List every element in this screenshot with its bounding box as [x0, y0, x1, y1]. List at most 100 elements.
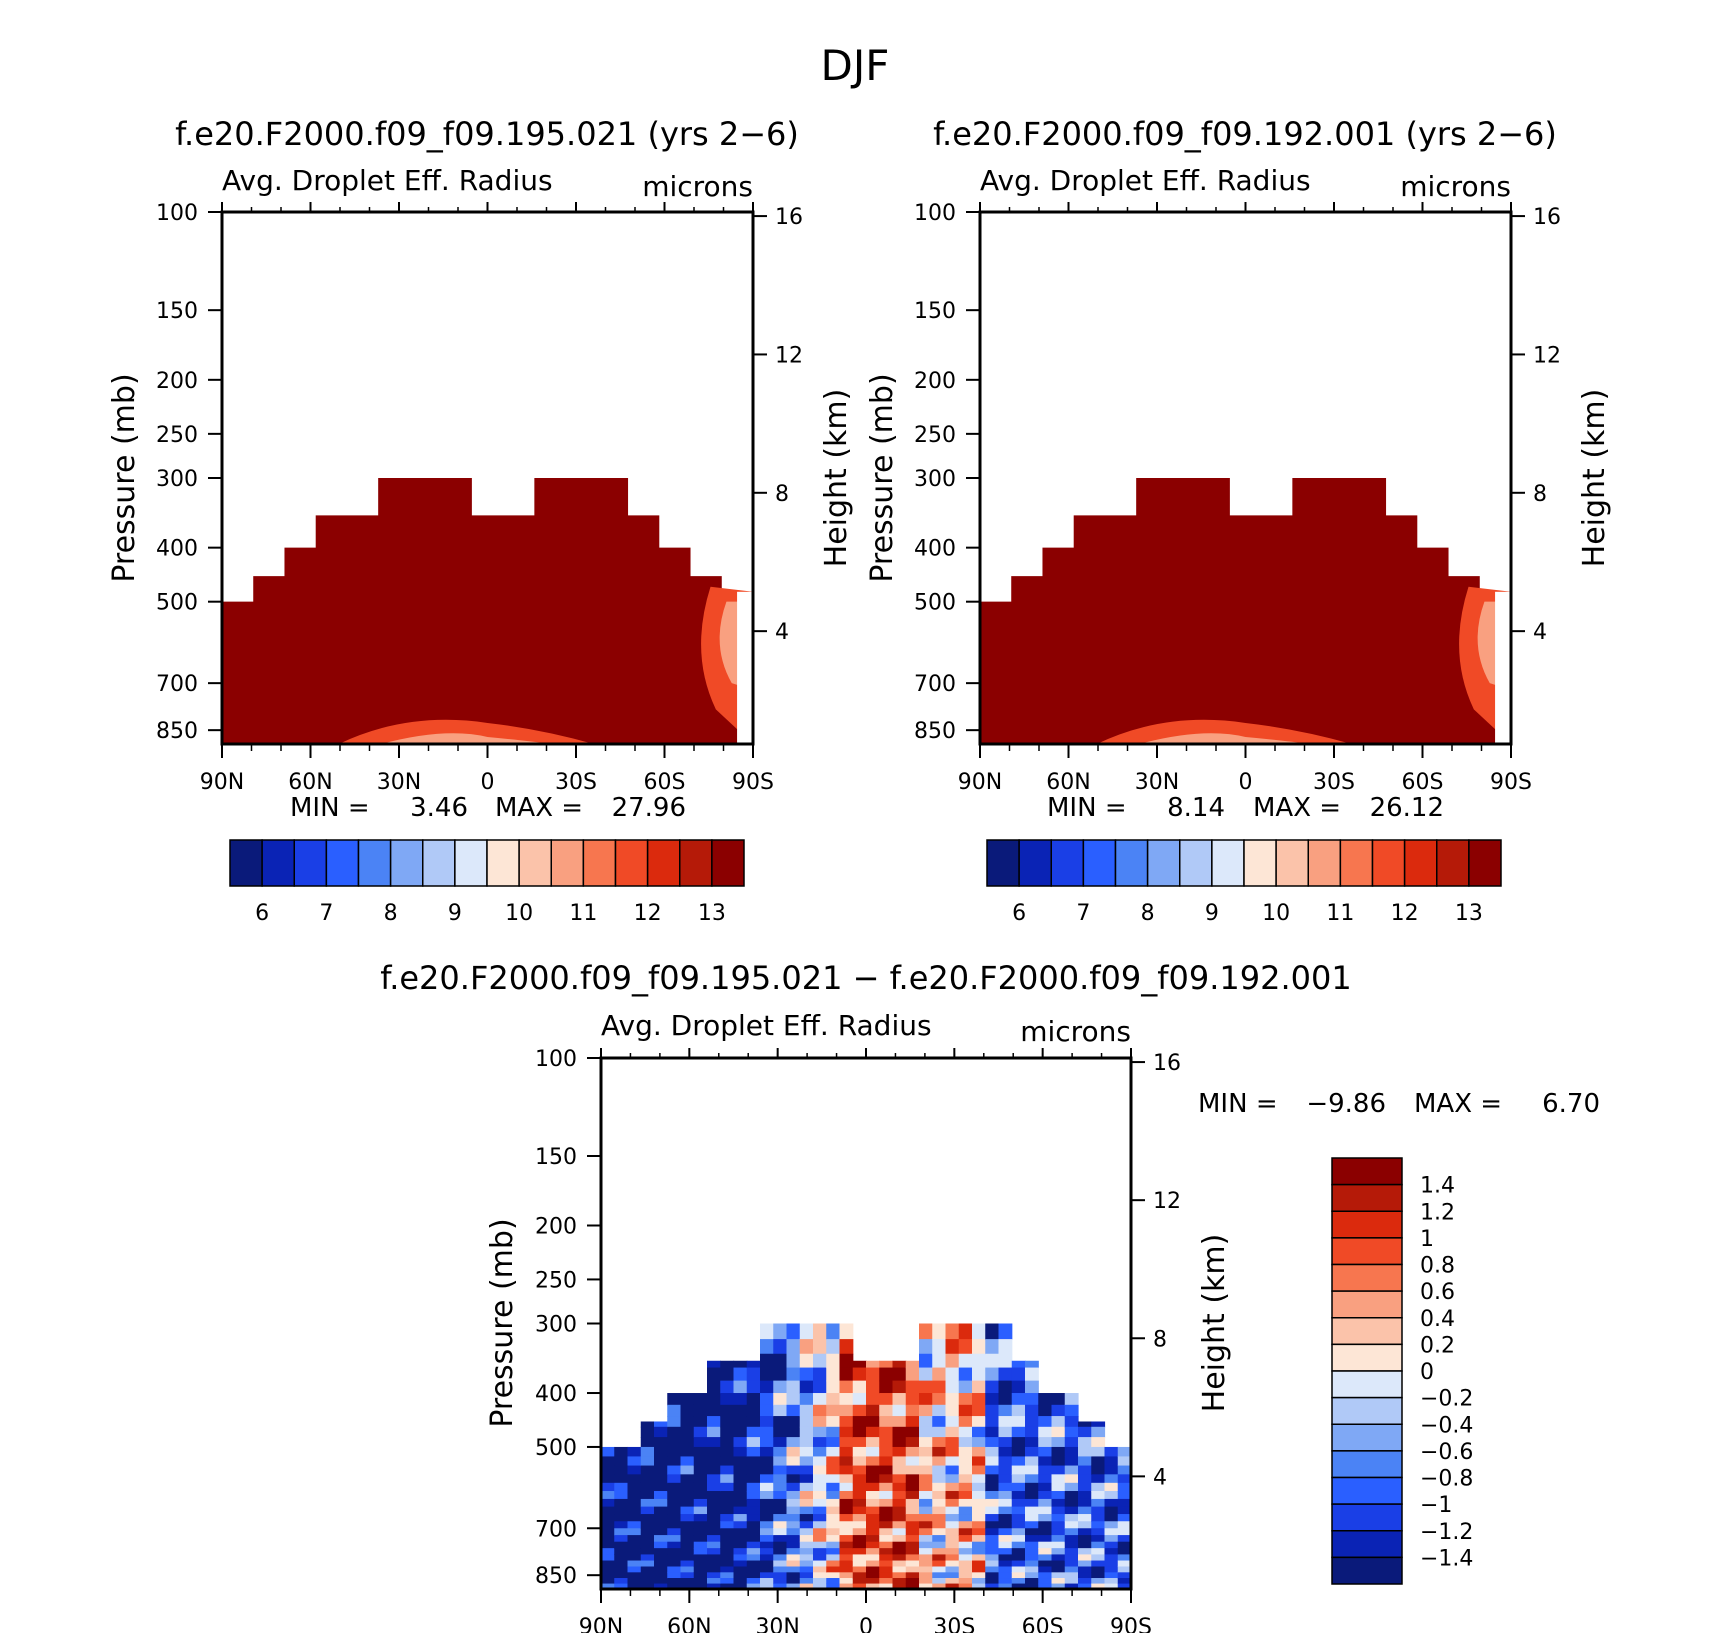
- diff-cell: [786, 1572, 801, 1579]
- diff-cell: [614, 1465, 629, 1475]
- diff-cell: [1091, 1514, 1106, 1522]
- diff-cell: [667, 1498, 682, 1508]
- diff-cell: [773, 1339, 788, 1355]
- diff-cell: [707, 1456, 721, 1467]
- colorbar-label: 8: [1141, 901, 1155, 926]
- diff-cell: [892, 1380, 907, 1394]
- diff-cell: [985, 1521, 1000, 1529]
- diff-cell: [760, 1491, 774, 1500]
- diff-cell: [640, 1437, 655, 1448]
- diff-cell: [799, 1578, 814, 1585]
- diff-cell: [707, 1506, 721, 1515]
- diff-cell: [773, 1491, 788, 1500]
- diff-cell: [813, 1572, 827, 1579]
- y-right-tick-label: 12: [1153, 1189, 1181, 1214]
- y-tick-label: 100: [914, 201, 956, 226]
- diff-cell: [693, 1404, 708, 1417]
- colorbar-box: [1331, 1370, 1403, 1399]
- diff-cell: [1117, 1491, 1131, 1500]
- diff-cell: [985, 1446, 1000, 1458]
- panel-2-title: f.e20.F2000.f09_f09.192.001 (yrs 2−6): [933, 115, 1557, 153]
- diff-cell: [879, 1416, 894, 1428]
- diff-cell: [932, 1491, 947, 1500]
- diff-cell: [693, 1416, 708, 1428]
- diff-cell: [1038, 1404, 1053, 1417]
- diff-cell: [866, 1548, 880, 1556]
- diff-cell: [707, 1535, 721, 1543]
- diff-cell: [760, 1393, 774, 1406]
- diff-cell: [998, 1367, 1013, 1382]
- diff-cell: [680, 1456, 695, 1467]
- diff-cell: [760, 1353, 774, 1369]
- diff-cell: [601, 1554, 615, 1562]
- diff-cell: [958, 1426, 973, 1438]
- diff-cell: [733, 1416, 748, 1428]
- diff-cell: [640, 1583, 655, 1589]
- diff-cell: [1025, 1541, 1039, 1549]
- diff-cell: [866, 1528, 880, 1536]
- x-tick-label: 60S: [644, 770, 686, 795]
- diff-cell: [972, 1506, 986, 1515]
- diff-cell: [640, 1456, 655, 1467]
- diff-cell: [905, 1583, 920, 1589]
- diff-cell: [1064, 1416, 1079, 1428]
- diff-cell: [760, 1404, 774, 1417]
- diff-cell: [799, 1474, 814, 1484]
- diff-cell: [852, 1446, 867, 1458]
- diff-cell: [945, 1491, 960, 1500]
- diff-cell: [839, 1491, 854, 1500]
- diff-cell: [786, 1528, 801, 1536]
- diff-cell: [1064, 1521, 1079, 1529]
- colorbar-box: [1371, 839, 1406, 887]
- diff-cell: [614, 1548, 629, 1556]
- diff-cell: [680, 1393, 695, 1406]
- diff-cell: [1038, 1548, 1053, 1556]
- diff-cell: [826, 1578, 841, 1585]
- diff-cell: [746, 1474, 761, 1484]
- diff-cell: [826, 1498, 841, 1508]
- diff-cell: [839, 1416, 854, 1428]
- diff-cell: [826, 1535, 841, 1543]
- diff-cell: [1011, 1367, 1026, 1382]
- colorbar-box: [646, 839, 681, 887]
- diff-cell: [627, 1541, 642, 1549]
- diff-cell: [826, 1583, 841, 1589]
- diff-cell: [680, 1498, 695, 1508]
- diff-cell: [733, 1393, 748, 1406]
- diff-cell: [972, 1548, 986, 1556]
- diff-cell: [945, 1437, 960, 1448]
- diff-cell: [667, 1578, 682, 1585]
- diff-cell: [627, 1566, 642, 1573]
- diff-cell: [945, 1353, 960, 1369]
- diff-cell: [813, 1583, 827, 1589]
- diff-cell: [852, 1535, 867, 1543]
- diff-cell: [760, 1380, 774, 1394]
- diff-cell: [627, 1491, 642, 1500]
- diff-cell: [919, 1416, 933, 1428]
- diff-cell: [932, 1437, 947, 1448]
- diff-cell: [998, 1426, 1013, 1438]
- diff-cell: [985, 1498, 1000, 1508]
- diff-cell: [813, 1456, 827, 1467]
- boundary-layer-band: [1096, 719, 1352, 744]
- diff-cell: [958, 1437, 973, 1448]
- diff-cell: [773, 1437, 788, 1448]
- panel-1-field: [222, 478, 753, 744]
- diff-cell: [680, 1541, 695, 1549]
- diff-cell: [760, 1521, 774, 1529]
- diff-cell: [905, 1528, 920, 1536]
- diff-cell: [680, 1426, 695, 1438]
- diff-cell: [945, 1456, 960, 1467]
- diff-cell: [866, 1465, 880, 1475]
- diff-cell: [879, 1456, 894, 1467]
- colorbar-box: [679, 839, 713, 887]
- diff-cell: [1025, 1554, 1039, 1562]
- diff-cell: [707, 1426, 721, 1438]
- diff-cell: [640, 1498, 655, 1508]
- diff-cell: [852, 1404, 867, 1417]
- diff-cell: [892, 1572, 907, 1579]
- diff-cell: [839, 1456, 854, 1467]
- diff-cell: [972, 1566, 986, 1573]
- diff-cell: [998, 1541, 1013, 1549]
- diff-cell: [773, 1572, 788, 1579]
